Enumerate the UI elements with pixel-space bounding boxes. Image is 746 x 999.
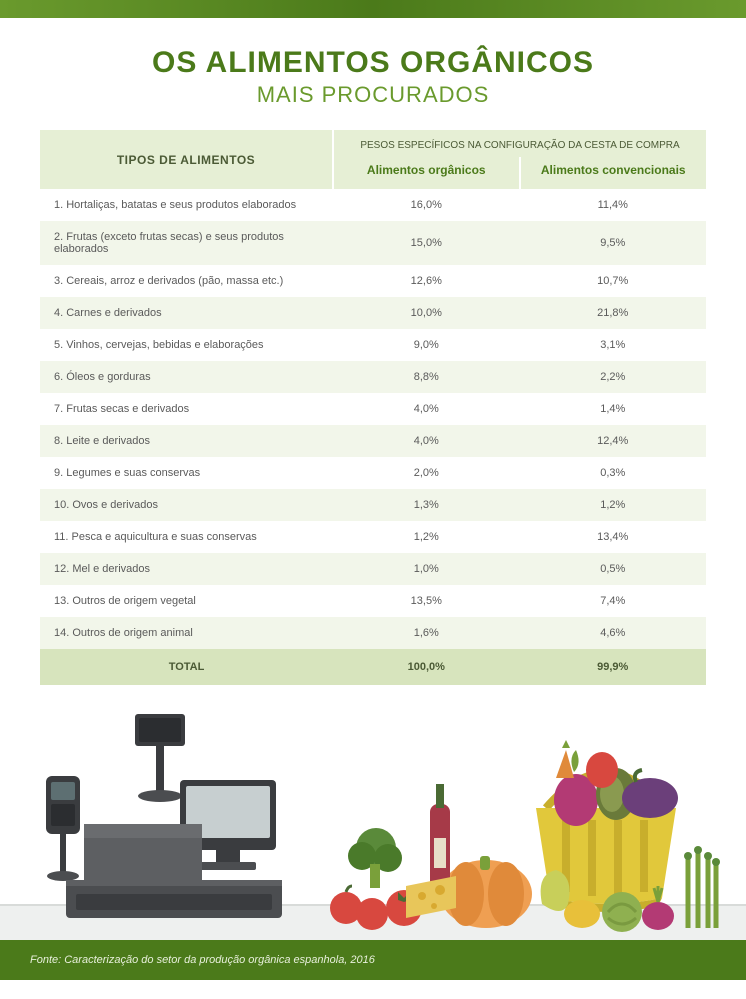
total-organic: 100,0% bbox=[333, 649, 519, 685]
conventional-value: 7,4% bbox=[520, 585, 707, 617]
food-name: 11. Pesca e aquicultura e suas conservas bbox=[40, 521, 333, 553]
conventional-value: 2,2% bbox=[520, 361, 707, 393]
organic-value: 8,8% bbox=[333, 361, 519, 393]
food-name: 9. Legumes e suas conservas bbox=[40, 457, 333, 489]
organic-value: 12,6% bbox=[333, 265, 519, 297]
footer: Fonte: Caracterização do setor da produç… bbox=[0, 940, 746, 980]
organic-value: 1,2% bbox=[333, 521, 519, 553]
register-illustration bbox=[30, 704, 290, 934]
organic-value: 4,0% bbox=[333, 425, 519, 457]
food-name: 12. Mel e derivados bbox=[40, 553, 333, 585]
table-row: 14. Outros de origem animal1,6%4,6% bbox=[40, 617, 706, 649]
food-name: 4. Carnes e derivados bbox=[40, 297, 333, 329]
table-row: 6. Óleos e gorduras8,8%2,2% bbox=[40, 361, 706, 393]
organic-value: 9,0% bbox=[333, 329, 519, 361]
organic-value: 15,0% bbox=[333, 221, 519, 265]
conventional-value: 13,4% bbox=[520, 521, 707, 553]
organic-value: 1,6% bbox=[333, 617, 519, 649]
organic-value: 1,0% bbox=[333, 553, 519, 585]
table-row: 12. Mel e derivados1,0%0,5% bbox=[40, 553, 706, 585]
food-name: 8. Leite e derivados bbox=[40, 425, 333, 457]
infographic-frame: OS ALIMENTOS ORGÂNICOS MAIS PROCURADOS T… bbox=[0, 0, 746, 980]
title: OS ALIMENTOS ORGÂNICOS bbox=[40, 46, 706, 80]
table-row: 10. Ovos e derivados1,3%1,2% bbox=[40, 489, 706, 521]
organic-value: 16,0% bbox=[333, 189, 519, 221]
table-row: 7. Frutas secas e derivados4,0%1,4% bbox=[40, 393, 706, 425]
food-name: 2. Frutas (exceto frutas secas) e seus p… bbox=[40, 221, 333, 265]
produce-illustration bbox=[306, 708, 726, 938]
food-table: TIPOS DE ALIMENTOS PESOS ESPECÍFICOS NA … bbox=[40, 130, 706, 685]
organic-value: 13,5% bbox=[333, 585, 519, 617]
weights-header: PESOS ESPECÍFICOS NA CONFIGURAÇÃO DA CES… bbox=[333, 130, 706, 157]
table-row: 5. Vinhos, cervejas, bebidas e elaboraçõ… bbox=[40, 329, 706, 361]
food-name: 1. Hortaliças, batatas e seus produtos e… bbox=[40, 189, 333, 221]
subtitle: MAIS PROCURADOS bbox=[40, 82, 706, 108]
conventional-value: 3,1% bbox=[520, 329, 707, 361]
conventional-value: 4,6% bbox=[520, 617, 707, 649]
conventional-value: 1,2% bbox=[520, 489, 707, 521]
conventional-value: 9,5% bbox=[520, 221, 707, 265]
conventional-value: 1,4% bbox=[520, 393, 707, 425]
conventional-value: 11,4% bbox=[520, 189, 707, 221]
food-name: 6. Óleos e gorduras bbox=[40, 361, 333, 393]
organic-value: 10,0% bbox=[333, 297, 519, 329]
conventional-value: 10,7% bbox=[520, 265, 707, 297]
conventional-value: 0,3% bbox=[520, 457, 707, 489]
table-row: 9. Legumes e suas conservas2,0%0,3% bbox=[40, 457, 706, 489]
food-name: 13. Outros de origem vegetal bbox=[40, 585, 333, 617]
table-row: 3. Cereais, arroz e derivados (pão, mass… bbox=[40, 265, 706, 297]
conventional-value: 0,5% bbox=[520, 553, 707, 585]
food-name: 3. Cereais, arroz e derivados (pão, mass… bbox=[40, 265, 333, 297]
table-row: 13. Outros de origem vegetal13,5%7,4% bbox=[40, 585, 706, 617]
col-conventional-header: Alimentos convencionais bbox=[520, 157, 707, 189]
table-row: 4. Carnes e derivados10,0%21,8% bbox=[40, 297, 706, 329]
food-name: 7. Frutas secas e derivados bbox=[40, 393, 333, 425]
table-row: 2. Frutas (exceto frutas secas) e seus p… bbox=[40, 221, 706, 265]
organic-value: 2,0% bbox=[333, 457, 519, 489]
food-name: 14. Outros de origem animal bbox=[40, 617, 333, 649]
food-name: 5. Vinhos, cervejas, bebidas e elaboraçõ… bbox=[40, 329, 333, 361]
organic-value: 1,3% bbox=[333, 489, 519, 521]
foods-header: TIPOS DE ALIMENTOS bbox=[40, 130, 333, 189]
conventional-value: 21,8% bbox=[520, 297, 707, 329]
col-organic-header: Alimentos orgânicos bbox=[333, 157, 519, 189]
organic-value: 4,0% bbox=[333, 393, 519, 425]
table-row: 1. Hortaliças, batatas e seus produtos e… bbox=[40, 189, 706, 221]
total-label: TOTAL bbox=[40, 649, 333, 685]
table-body: 1. Hortaliças, batatas e seus produtos e… bbox=[40, 189, 706, 685]
illustration-area bbox=[40, 695, 706, 940]
food-name: 10. Ovos e derivados bbox=[40, 489, 333, 521]
top-bar bbox=[0, 0, 746, 18]
table-row: 8. Leite e derivados4,0%12,4% bbox=[40, 425, 706, 457]
footer-text: Fonte: Caracterização do setor da produç… bbox=[30, 954, 375, 966]
total-row: TOTAL100,0%99,9% bbox=[40, 649, 706, 685]
total-conventional: 99,9% bbox=[520, 649, 707, 685]
conventional-value: 12,4% bbox=[520, 425, 707, 457]
table-row: 11. Pesca e aquicultura e suas conservas… bbox=[40, 521, 706, 553]
content-area: OS ALIMENTOS ORGÂNICOS MAIS PROCURADOS T… bbox=[0, 18, 746, 940]
